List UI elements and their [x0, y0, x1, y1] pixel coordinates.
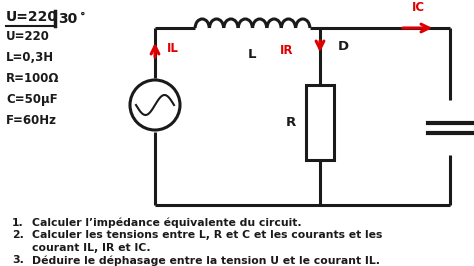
Text: Calculer les tensions entre L, R et C et les courants et les: Calculer les tensions entre L, R et C et… [32, 230, 383, 240]
Bar [306, 85, 334, 160]
Text: IR: IR [280, 44, 293, 56]
Text: IC: IC [411, 1, 425, 14]
Text: 1.: 1. [12, 218, 24, 228]
Text: courant IL, IR et IC.: courant IL, IR et IC. [32, 243, 151, 253]
Text: IL: IL [167, 41, 179, 55]
Text: L: L [248, 48, 257, 61]
Text: Déduire le déphasage entre la tension U et le courant IL.: Déduire le déphasage entre la tension U … [32, 255, 380, 265]
Text: 2.: 2. [12, 230, 24, 240]
Text: °: ° [80, 12, 86, 22]
Text: R: R [286, 116, 296, 129]
Text: 30: 30 [58, 12, 77, 26]
Text: L=0,3H: L=0,3H [6, 51, 54, 64]
Text: C=50μF: C=50μF [6, 93, 58, 106]
Text: R=100Ω: R=100Ω [6, 72, 60, 85]
Text: U=220: U=220 [6, 10, 58, 24]
Text: Calculer l’impédance équivalente du circuit.: Calculer l’impédance équivalente du circ… [32, 218, 301, 228]
Text: D: D [338, 40, 349, 53]
Text: U=220: U=220 [6, 30, 50, 43]
Text: F=60Hz: F=60Hz [6, 114, 57, 127]
Text: 3.: 3. [12, 255, 24, 265]
